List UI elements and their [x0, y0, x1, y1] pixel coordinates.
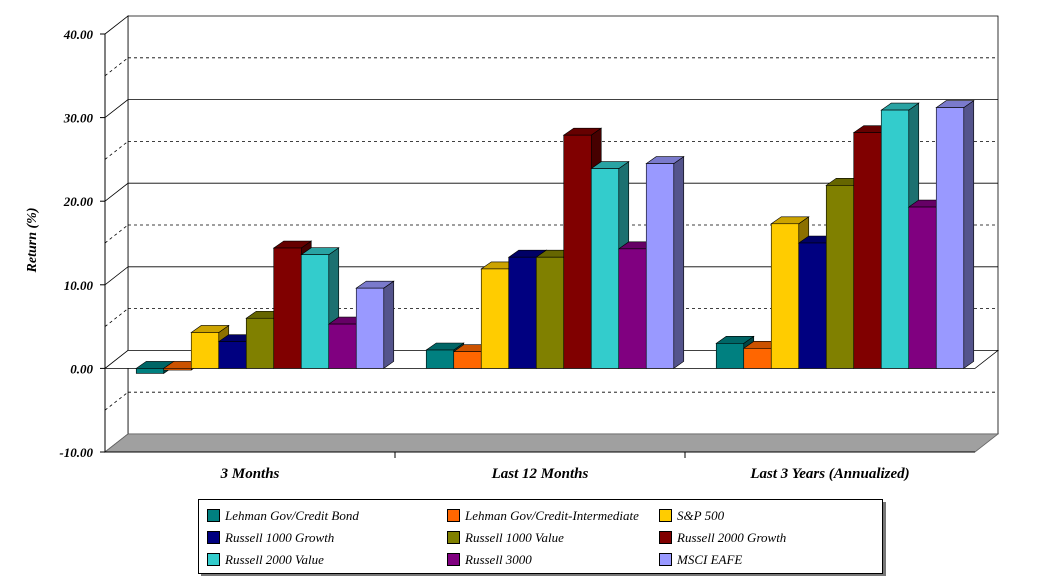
legend-swatch [659, 553, 672, 566]
gridline-side [104, 308, 129, 327]
bar-front [508, 256, 537, 369]
legend-label: Lehman Gov/Credit Bond [225, 507, 359, 523]
x-tick-label: Last 3 Years (Annualized) [749, 466, 909, 482]
bar-chart: 40.00 30.00 20.00 10.00 0.00 -10.00 3 Months La… [25, 15, 1000, 482]
bar-front [355, 287, 385, 369]
gridline-side [104, 391, 129, 411]
bar-front [715, 343, 745, 369]
y-axis-label: Return (%) [25, 208, 40, 274]
gridline-side [104, 57, 129, 77]
bar-side [383, 280, 395, 369]
bar-side [963, 99, 975, 369]
legend-label: Russell 1000 Growth [225, 529, 335, 545]
gridline-side [104, 99, 129, 118]
bars-layer [135, 99, 975, 374]
legend-swatch [659, 531, 672, 544]
bar-front [880, 109, 910, 369]
bar-front [190, 332, 220, 369]
y-tick-label: -10.00 [59, 445, 93, 460]
legend-label: Russell 3000 [465, 551, 532, 567]
bar-front [743, 348, 772, 369]
axis-layer: 40.00 30.00 20.00 10.00 0.00 -10.00 3 Months La… [59, 27, 975, 482]
y-tick-label: 40.00 [63, 27, 94, 42]
bar-front [563, 134, 592, 369]
legend-item: Russell 2000 Growth [659, 527, 874, 548]
legend-label: S&P 500 [677, 507, 725, 523]
bar-front [798, 242, 827, 369]
bar-front [163, 368, 192, 371]
legend-item: Russell 2000 Value [207, 549, 447, 570]
legend-item: Russell 3000 [447, 549, 659, 570]
bar-front [480, 268, 510, 369]
bar-front [535, 256, 565, 369]
legend-item: Lehman Gov/Credit-Intermediate [447, 505, 659, 526]
legend-swatch [207, 553, 220, 566]
y-tick-label: 30.00 [63, 111, 94, 126]
legend-swatch [447, 531, 460, 544]
bar [935, 99, 975, 369]
y-tick-label: 20.00 [63, 194, 94, 209]
bar-front [935, 107, 965, 369]
bar-front [645, 163, 675, 369]
legend-swatch [207, 509, 220, 522]
bar-front [770, 223, 800, 369]
y-tick-label: 10.00 [64, 278, 94, 293]
gridline-side [104, 141, 129, 160]
floor [103, 433, 1000, 453]
legend-item: MSCI EAFE [659, 549, 874, 570]
bar-front [425, 349, 455, 369]
legend-swatch [447, 553, 460, 566]
bar-front [273, 247, 302, 369]
legend-label: Russell 2000 Growth [677, 529, 787, 545]
x-tick-label: Last 12 Months [491, 466, 589, 482]
bar-front [300, 254, 330, 369]
gridline-side [104, 224, 129, 244]
legend-label: Russell 2000 Value [225, 551, 324, 567]
bar [355, 280, 395, 369]
bar-front [453, 351, 482, 369]
bar-front [853, 132, 882, 369]
legend-item: Russell 1000 Growth [207, 527, 447, 548]
legend-label: Lehman Gov/Credit-Intermediate [465, 507, 639, 523]
legend-label: MSCI EAFE [677, 551, 743, 567]
bar-front [590, 168, 620, 369]
bar-front [328, 323, 357, 369]
y-tick-label: 0.00 [70, 361, 93, 376]
bar-front [245, 317, 275, 369]
gridline-side [104, 266, 129, 286]
legend-item: Lehman Gov/Credit Bond [207, 505, 447, 526]
bar [645, 156, 685, 369]
legend-swatch [659, 509, 672, 522]
bar-front [618, 248, 647, 369]
bar-front [218, 341, 247, 369]
gridline-side [104, 182, 129, 202]
legend-swatch [207, 531, 220, 544]
bar-front [908, 206, 937, 369]
legend-label: Russell 1000 Value [465, 529, 564, 545]
legend-item: S&P 500 [659, 505, 874, 526]
legend-item: Russell 1000 Value [447, 527, 659, 548]
bar-front [825, 185, 855, 369]
x-tick-label: 3 Months [220, 466, 280, 482]
bar-front [135, 368, 165, 374]
legend-swatch [447, 509, 460, 522]
legend: Lehman Gov/Credit Bond Lehman Gov/Credit-… [198, 499, 883, 574]
bar-side [673, 156, 685, 369]
